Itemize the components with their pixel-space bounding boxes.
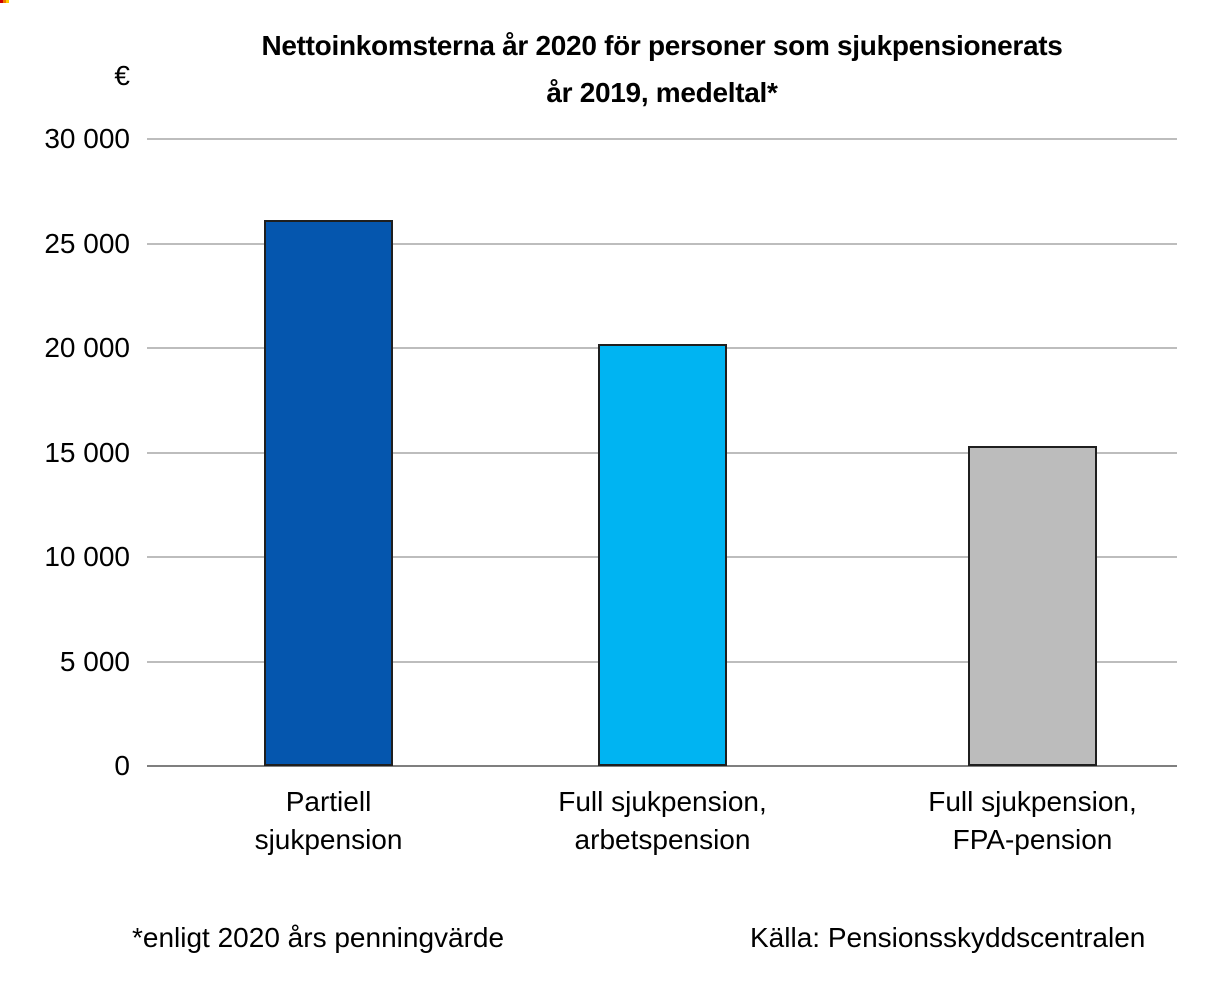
y-tick-label: 0 (114, 750, 130, 781)
y-tick-label: 20 000 (44, 332, 130, 363)
bar-2 (598, 344, 727, 766)
footnote-text: *enligt 2020 års penningvärde (132, 922, 505, 953)
y-tick-label: 25 000 (44, 228, 130, 259)
x-category-label: Full sjukpension, arbetspension (483, 783, 843, 859)
x-category-label-line: arbetspension (574, 824, 751, 855)
bar-1 (264, 220, 393, 766)
y-tick-label: 30 000 (44, 123, 130, 154)
y-axis-unit-label: € (114, 60, 130, 91)
x-category-label-line: Full sjukpension, (558, 786, 767, 817)
y-tick-label: 5 000 (59, 646, 130, 677)
x-category-label: Full sjukpension, FPA-pension (853, 783, 1213, 859)
corner-artifact (0, 0, 9, 3)
x-category-label: Partiell sjukpension (149, 783, 509, 859)
x-axis-line (147, 765, 1177, 767)
gridline (147, 138, 1177, 140)
x-category-label-line: Partiell (285, 786, 372, 817)
y-tick-label: 10 000 (44, 541, 130, 572)
bar-3 (968, 446, 1097, 766)
x-category-label-line: sjukpension (254, 824, 403, 855)
gridline (147, 243, 1177, 245)
source-text: Källa: Pensionsskyddscentralen (750, 922, 1146, 953)
chart-title: Nettoinkomsterna år 2020 för personer so… (92, 22, 1232, 116)
x-category-label-line: Full sjukpension, (928, 786, 1137, 817)
chart-title-line1: Nettoinkomsterna år 2020 för personer so… (261, 30, 1063, 61)
x-category-label-line: FPA-pension (952, 824, 1113, 855)
chart-title-line2: år 2019, medeltal* (546, 77, 778, 108)
y-tick-label: 15 000 (44, 437, 130, 468)
